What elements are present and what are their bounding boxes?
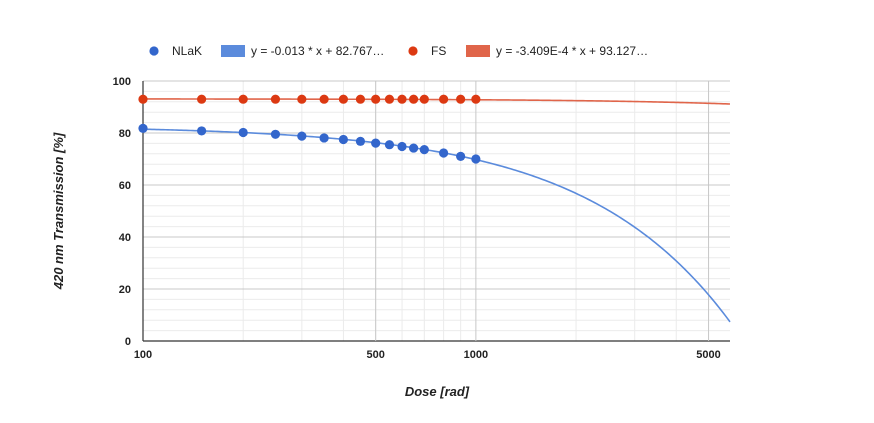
point-fs-4[interactable]	[297, 94, 307, 104]
point-nlak-2[interactable]	[238, 127, 248, 138]
grid	[142, 80, 730, 342]
point-fs-14[interactable]	[456, 94, 466, 104]
legend-swatch-trendline-2[interactable]	[466, 45, 490, 57]
x-tick-label: 100	[134, 349, 152, 361]
point-fs-5[interactable]	[319, 94, 329, 104]
trendline-1	[142, 128, 731, 323]
data-points	[138, 94, 481, 164]
x-tick-label: 5000	[696, 349, 720, 361]
x-tick-label: 500	[366, 349, 384, 361]
point-fs-8[interactable]	[371, 94, 381, 104]
point-nlak-14[interactable]	[456, 151, 466, 161]
point-nlak-6[interactable]	[338, 134, 349, 145]
y-tick-label: 20	[119, 284, 131, 296]
point-fs-0[interactable]	[138, 94, 148, 104]
point-nlak-10[interactable]	[397, 141, 407, 152]
point-fs-13[interactable]	[439, 94, 449, 104]
point-fs-15[interactable]	[471, 94, 481, 104]
point-nlak-12[interactable]	[419, 145, 429, 155]
point-nlak-3[interactable]	[270, 129, 281, 139]
point-fs-9[interactable]	[384, 94, 395, 104]
point-nlak-5[interactable]	[319, 133, 329, 143]
point-nlak-8[interactable]	[371, 138, 381, 148]
point-fs-6[interactable]	[338, 94, 349, 104]
point-nlak-15[interactable]	[471, 154, 481, 164]
point-fs-2[interactable]	[238, 94, 248, 104]
y-axis-title: 420 nm Transmission [%]	[51, 132, 66, 290]
point-fs-10[interactable]	[397, 94, 407, 104]
legend-marker-nlak[interactable]	[149, 46, 159, 56]
point-fs-11[interactable]	[408, 94, 419, 104]
point-nlak-13[interactable]	[439, 148, 449, 158]
legend[interactable]: NLaK y = -0.013 * x + 82.767… FS y = -3.409…	[149, 44, 648, 58]
x-axis-title: Dose [rad]	[405, 384, 470, 399]
trendlines	[142, 98, 731, 323]
point-nlak-0[interactable]	[138, 123, 148, 133]
y-tick-label: 80	[119, 128, 131, 140]
legend-label-trendline-1[interactable]: y = -0.013 * x + 82.767…	[251, 44, 384, 58]
legend-marker-fs[interactable]	[408, 46, 418, 56]
point-nlak-11[interactable]	[408, 143, 419, 153]
y-tick-label: 60	[119, 180, 131, 192]
point-nlak-4[interactable]	[297, 131, 307, 141]
legend-label-trendline-2[interactable]: y = -3.409E-4 * x + 93.127…	[496, 44, 648, 58]
y-tick-label: 100	[113, 76, 131, 88]
legend-label-nlak[interactable]: NLaK	[172, 44, 202, 58]
point-fs-1[interactable]	[197, 94, 207, 104]
point-nlak-7[interactable]	[355, 136, 366, 146]
y-tick-label: 40	[119, 232, 131, 244]
point-nlak-1[interactable]	[197, 126, 207, 136]
point-fs-12[interactable]	[419, 94, 429, 104]
point-fs-7[interactable]	[355, 94, 366, 104]
tick-labels: 0 20 40 60 80 100 100 500 1000 5000	[113, 76, 721, 361]
y-tick-label: 0	[125, 336, 131, 348]
legend-swatch-trendline-1[interactable]	[221, 45, 245, 57]
point-nlak-9[interactable]	[384, 140, 395, 150]
point-fs-3[interactable]	[270, 94, 281, 104]
x-tick-label: 1000	[464, 349, 488, 361]
legend-label-fs[interactable]: FS	[431, 44, 446, 58]
